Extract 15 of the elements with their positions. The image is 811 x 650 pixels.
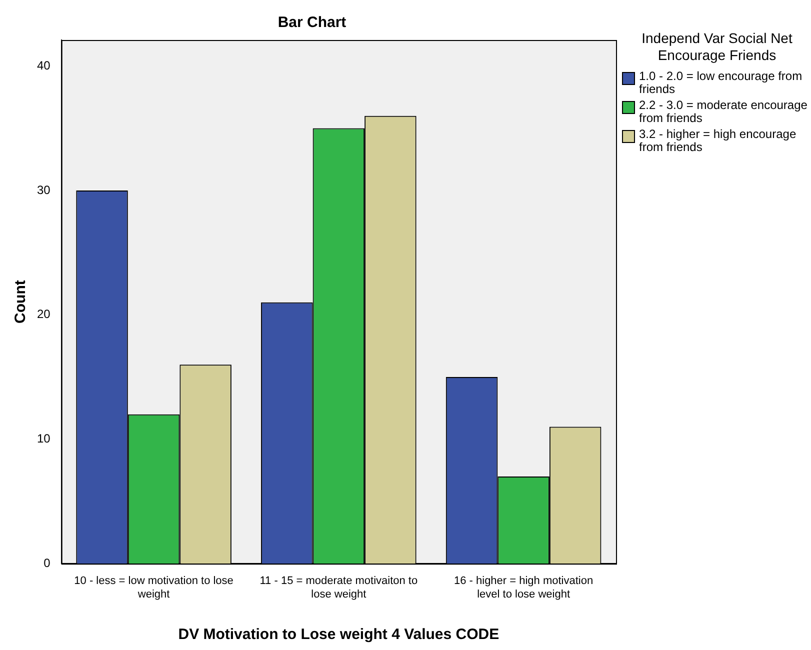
y-tick-label: 10 <box>36 432 51 446</box>
chart-title: Bar Chart <box>278 14 346 32</box>
y-tick-label: 20 <box>36 307 51 322</box>
legend-label: 3.2 - higher = high encourage from friends <box>639 127 798 154</box>
y-tick-label: 30 <box>36 182 51 197</box>
legend-label: 1.0 - 2.0 = low encourage from friends <box>639 69 804 96</box>
x-axis-title: DV Motivation to Lose weight 4 Values CODE <box>178 626 500 644</box>
legend-label: 2.2 - 3.0 = moderate encourage from friends <box>639 98 808 125</box>
legend-title: Independ Var Social Net Encourage Friends <box>640 30 794 64</box>
y-axis-title: Count <box>12 280 30 324</box>
y-tick-label: 0 <box>44 556 51 570</box>
x-tick-label: 10 - less = low motivation to lose weight <box>74 575 234 600</box>
x-tick-label: 11 - 15 = moderate motivaiton to lose weight <box>260 575 418 600</box>
x-tick-label: 16 - higher = high motivation level to lose weight <box>454 575 594 600</box>
y-tick-label: 40 <box>36 58 51 72</box>
